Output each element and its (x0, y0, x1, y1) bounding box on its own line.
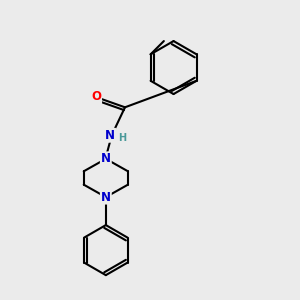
Text: N: N (101, 190, 111, 204)
Text: O: O (91, 91, 101, 103)
Text: N: N (105, 129, 115, 142)
Text: H: H (118, 133, 126, 143)
Text: N: N (101, 152, 111, 165)
